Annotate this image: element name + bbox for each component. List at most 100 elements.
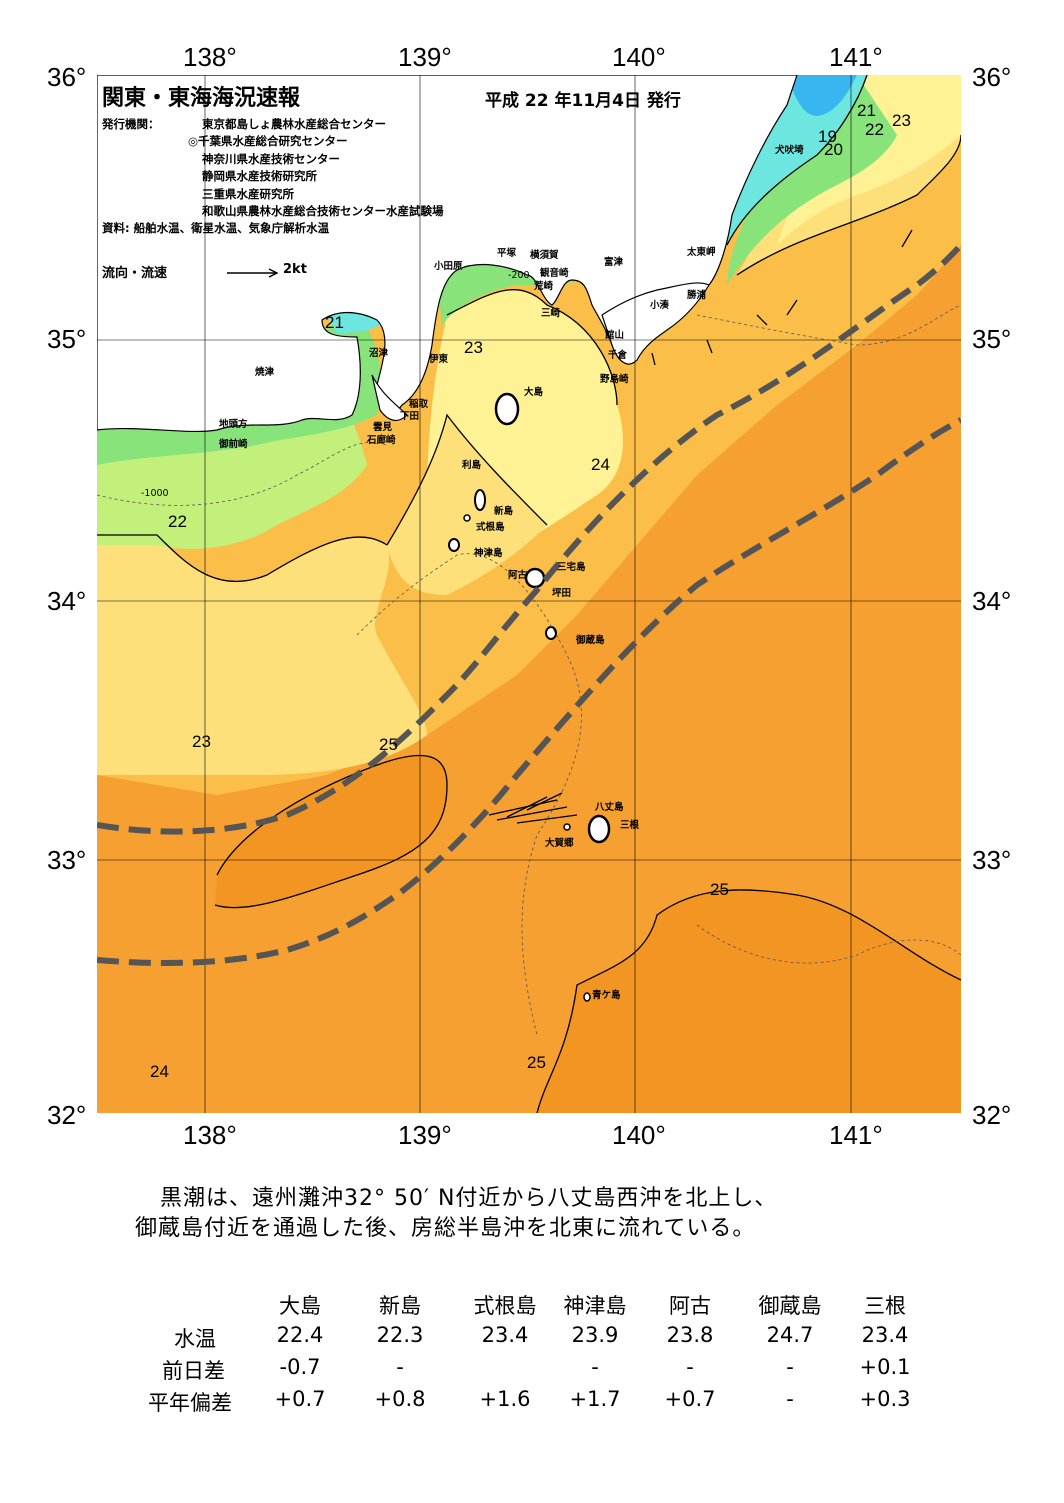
isotherm-label: 23 bbox=[192, 732, 211, 751]
lat-label-36-right: 36° bbox=[972, 62, 1012, 92]
place-label: 新島 bbox=[494, 506, 514, 517]
current-arrow bbox=[496, 806, 568, 821]
legend-arrow bbox=[227, 268, 279, 278]
isotherm-23-center bbox=[446, 289, 618, 406]
isotherm-label: 24 bbox=[591, 455, 610, 474]
place-label: 勝浦 bbox=[687, 290, 707, 301]
summary-line-1: 黒潮は、遠州灘沖32° 50′ N付近から八丈島西沖を北上し、 bbox=[160, 1186, 778, 1211]
place-label: 三根 bbox=[620, 820, 640, 831]
place-label: 荒崎 bbox=[534, 281, 554, 292]
table-cell: - bbox=[591, 1355, 599, 1379]
isotherm-label: 25 bbox=[379, 735, 398, 754]
lat-label-34-left: 34° bbox=[47, 586, 87, 616]
lon-label-139-top: 139° bbox=[398, 42, 452, 72]
isotherm-label: 21 bbox=[857, 101, 876, 120]
island-hachijokojima bbox=[563, 823, 571, 831]
table-cell: 23.4 bbox=[481, 1323, 529, 1347]
place-label: 稲取 bbox=[409, 399, 429, 410]
sea-zone-green-ne bbox=[727, 75, 897, 285]
table-cell: 23.8 bbox=[666, 1323, 714, 1347]
current-arrow bbox=[786, 299, 798, 316]
table-cell: 22.4 bbox=[276, 1323, 324, 1347]
table-cell: 23.9 bbox=[571, 1323, 619, 1347]
island-oshima bbox=[494, 392, 520, 426]
isotherm-label: 22 bbox=[865, 120, 884, 139]
island-kozushima bbox=[448, 538, 460, 552]
table-header: 式根島 bbox=[473, 1294, 537, 1318]
isotherm-label: 24 bbox=[150, 1062, 169, 1081]
table-cell: 22.3 bbox=[376, 1323, 424, 1347]
sea-zone-light-center bbox=[387, 415, 547, 595]
lat-label-35-right: 35° bbox=[972, 324, 1012, 354]
place-label: 下田 bbox=[400, 411, 420, 422]
place-label: 利島 bbox=[462, 460, 482, 471]
place-label: 千倉 bbox=[608, 350, 628, 361]
table-header: 三根 bbox=[864, 1294, 906, 1318]
place-label: 小田原 bbox=[434, 261, 463, 272]
agency-block: 発行機関： 東京都島しょ農林水産総合センター ◎千葉県水産総合研究センター 神奈川… bbox=[102, 116, 444, 238]
island-hachijojima bbox=[587, 814, 611, 844]
place-label: 犬吠埼 bbox=[775, 145, 804, 156]
summary-line-2: 御蔵島付近を通過した後、房総半島沖を北東に流れている。 bbox=[135, 1216, 756, 1241]
isotherm-label: 22 bbox=[168, 512, 187, 531]
place-label: 富津 bbox=[604, 257, 624, 268]
place-label: 式根島 bbox=[476, 522, 505, 533]
isotherm-22-ne bbox=[736, 134, 961, 276]
depth-label: -200 bbox=[508, 270, 530, 281]
agency-item: 神奈川県水産技術センター bbox=[202, 151, 340, 166]
lat-label-32-left: 32° bbox=[47, 1100, 87, 1130]
current-arrow bbox=[756, 314, 768, 326]
agency-item: ◎千葉県水産総合研究センター bbox=[188, 134, 348, 149]
isotherm-25-south bbox=[536, 889, 961, 1113]
table-cell: -0.7 bbox=[279, 1355, 321, 1379]
agency-item: 静岡県水産技術研究所 bbox=[202, 169, 317, 184]
depth-label: -1000 bbox=[141, 488, 169, 499]
lon-label-141-bottom: 141° bbox=[829, 1120, 883, 1150]
island-shikinejima bbox=[463, 514, 471, 522]
table-row-label: 平年偏差 bbox=[148, 1391, 232, 1415]
issue-date: 平成 22 年11月4日 発行 bbox=[485, 91, 681, 111]
current-arrow bbox=[706, 339, 713, 354]
isotherm-label: 23 bbox=[892, 111, 911, 130]
lat-label-33-right: 33° bbox=[972, 845, 1012, 875]
place-label: 石廊崎 bbox=[367, 435, 396, 446]
land-boso bbox=[601, 282, 710, 365]
map-title: 関東・東海海況速報 bbox=[102, 86, 301, 111]
place-label: 三宅島 bbox=[557, 562, 586, 573]
place-label: 大島 bbox=[524, 387, 544, 398]
legend-label: 流向・流速 bbox=[102, 266, 168, 281]
kuroshio-south bbox=[97, 417, 961, 966]
lon-label-141-top: 141° bbox=[829, 42, 883, 72]
place-label: 三崎 bbox=[541, 308, 561, 319]
place-label: 館山 bbox=[605, 330, 625, 341]
agency-item: 和歌山県農林水産総合技術センター水産試験場 bbox=[202, 204, 444, 219]
current-arrow bbox=[526, 792, 563, 811]
table-header: 御蔵島 bbox=[758, 1294, 822, 1318]
map-svg bbox=[97, 75, 961, 1113]
table-header: 神津島 bbox=[563, 1294, 627, 1318]
place-label: 観音崎 bbox=[540, 268, 569, 279]
island-niijima bbox=[474, 489, 486, 511]
place-label: 神津島 bbox=[474, 548, 503, 559]
depth-contour-200-a bbox=[696, 304, 961, 346]
island-mikurajima bbox=[545, 626, 557, 640]
isotherm-21-ne bbox=[726, 75, 868, 246]
table-header: 大島 bbox=[279, 1294, 321, 1318]
legend-scale: 2kt bbox=[283, 262, 307, 277]
isotherm-label: 21 bbox=[325, 313, 344, 332]
kuroshio-north bbox=[97, 242, 961, 835]
current-arrow bbox=[901, 229, 913, 248]
lat-label-36-left: 36° bbox=[47, 62, 87, 92]
current-arrow bbox=[516, 814, 578, 824]
lon-label-140-top: 140° bbox=[612, 42, 666, 72]
isotherm-24-center bbox=[386, 413, 548, 546]
table-cell: - bbox=[686, 1355, 694, 1379]
table-cell: 24.7 bbox=[766, 1323, 814, 1347]
place-label: 八丈島 bbox=[595, 802, 624, 813]
place-label: 太東岬 bbox=[687, 247, 716, 258]
lat-label-35-left: 35° bbox=[47, 324, 87, 354]
current-arrow bbox=[651, 352, 656, 366]
table-header: 新島 bbox=[379, 1294, 421, 1318]
isotherm-lines bbox=[97, 75, 961, 1113]
table-cell: +0.8 bbox=[374, 1387, 426, 1411]
